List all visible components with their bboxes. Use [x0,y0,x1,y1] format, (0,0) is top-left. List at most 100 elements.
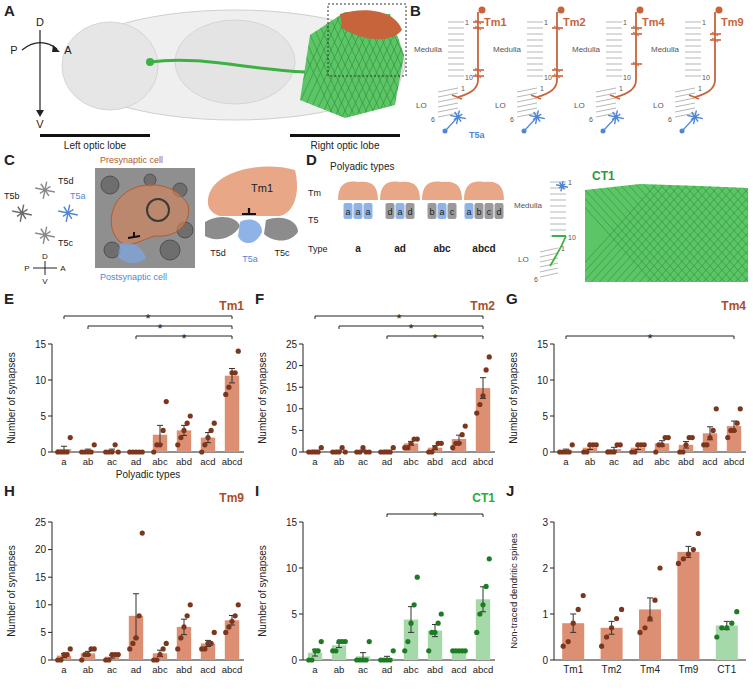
mesh-line [624,180,724,290]
y-axis [303,522,304,660]
data-point [576,607,581,612]
data-point [319,639,324,644]
mesh-line [406,0,466,130]
layer-line [606,46,622,47]
data-point [611,449,616,454]
data-point [619,607,624,612]
layer-line [675,98,695,102]
x-tick-label: abcd [724,456,745,467]
panel-letter: F [255,290,264,307]
compass-label: P [24,264,29,273]
ct1-neurite [550,236,566,266]
significance-label: * [408,321,413,336]
y-tick [48,416,52,417]
t5-soma [680,129,685,134]
data-point [666,435,671,440]
y-tick-label: 10 [537,375,549,386]
data-point [594,442,599,447]
mesh-line [616,180,716,290]
y-axis [52,522,53,660]
data-point [647,616,652,621]
layer-line [675,88,695,92]
tm-terminal [452,95,462,99]
data-point [436,621,441,626]
error-bar [480,587,486,612]
x-tick-label: ac [107,456,117,467]
error-cap [384,656,390,657]
layer-line [448,76,464,77]
chart-title: Tm2 [470,299,495,313]
data-point [391,648,396,653]
layer-title: Medulla [514,201,543,210]
bar [677,552,699,660]
y-tick-label: 0 [291,447,297,458]
data-point [570,442,575,447]
em-texture [144,174,156,186]
postsynaptic-overlay [118,243,146,263]
x-tick-label: Tm9 [678,664,698,675]
t5-neurite [525,117,537,130]
layer-number: 1 [619,85,623,92]
layer-number: 10 [544,74,552,81]
mesh-line [744,180,753,290]
x-tick-label: acd [200,456,215,467]
x-tick-label: acd [200,664,215,675]
data-point [106,657,111,662]
layer-line [606,52,622,53]
x-tick-label: abd [176,456,192,467]
t5-cell [35,227,55,244]
data-point [137,613,142,618]
mesh-line [664,180,753,290]
layer-title: Medulla [493,45,522,54]
t5-icon [438,203,447,219]
x-tick-label: abcd [473,664,494,675]
data-point [408,441,413,446]
data-point [212,630,217,635]
y-axis-title: Number of synapses [257,352,268,444]
scale-bar [40,134,150,137]
data-point [714,406,719,411]
data-point [432,630,437,635]
t5-letter: d [387,207,392,217]
error-cap [685,557,691,558]
error-cap [647,597,653,598]
t5-icon [344,203,353,219]
compass-label: D [36,16,44,28]
tm-arbor [475,20,481,24]
tm-arbor [554,74,560,78]
layer-line [448,28,464,29]
layer-line [596,103,616,107]
error-cap [707,426,713,427]
ct1-arbor [552,235,566,237]
tm-neuron [458,12,478,97]
data-point [223,392,228,397]
x-tick-label: ac [358,664,368,675]
bars [562,546,738,660]
type-label: ad [394,243,406,254]
data-point [309,657,314,662]
error-cap [683,441,689,442]
x-tick-label: ad [382,456,393,467]
layer-line [527,52,543,53]
data-point [618,442,623,447]
t5-icon [465,203,474,219]
error-line [483,587,484,612]
layer-line [527,64,543,65]
data-point [571,621,576,626]
layer-number: 1 [465,19,469,26]
layer-line [527,28,543,29]
t5-schematic [238,220,262,243]
t5-soma [601,129,606,134]
compass-label: A [60,264,66,273]
compass-label: P [10,44,17,56]
data-point [343,639,348,644]
layer-line [606,34,622,35]
data-point [199,449,204,454]
data-point [719,625,724,630]
ct1-mesh [280,0,473,130]
layer-number: 6 [534,276,538,283]
mesh-line [592,180,692,290]
data-point [609,625,614,630]
layer-line [527,76,543,77]
mesh-line [696,180,753,290]
